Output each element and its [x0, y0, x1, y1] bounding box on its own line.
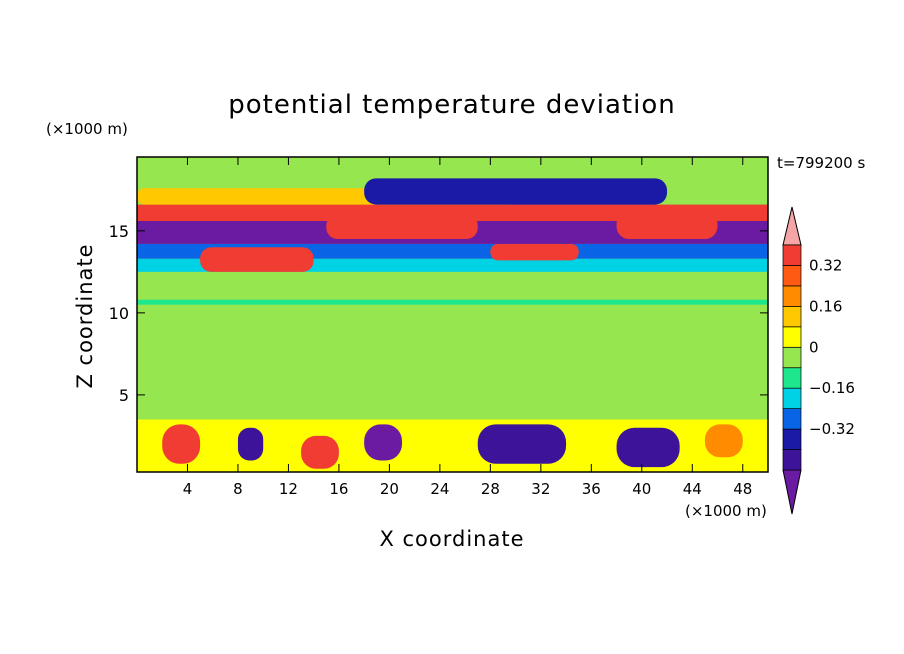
y-tick-label: 15: [109, 222, 129, 241]
x-tick-label: 28: [481, 480, 500, 498]
colorbar-tick-label: 0.16: [809, 297, 842, 315]
y-tick-label: 5: [119, 386, 129, 405]
x-tick-label: 36: [582, 480, 601, 498]
y-axis-label: Z coordinate: [73, 243, 97, 388]
plot-frame: [136, 156, 769, 473]
x-tick-label: 12: [279, 480, 298, 498]
colorbar-segment: [782, 367, 802, 389]
x-tick-label: 32: [531, 480, 550, 498]
x-tick-label: 44: [683, 480, 702, 498]
colorbar-tick-label: −0.16: [809, 379, 855, 397]
x-unit-label: (×1000 m): [685, 502, 767, 520]
colorbar-segment: [782, 428, 802, 450]
x-tick-label: 4: [183, 480, 193, 498]
x-tick-label: 48: [733, 480, 752, 498]
contour-region: [326, 214, 478, 240]
colorbar: 0.32 0.16 0 −0.16 −0.32: [782, 206, 855, 515]
contour-region: [490, 243, 579, 261]
x-tick-label: 20: [380, 480, 399, 498]
colorbar-segment: [782, 306, 802, 328]
contour-region: [477, 424, 567, 464]
x-tick-label: 24: [430, 480, 449, 498]
x-tick-label: 16: [329, 480, 348, 498]
colorbar-segment: [782, 326, 802, 348]
y-unit-label: (×1000 m): [46, 120, 128, 138]
colorbar-segment: [782, 408, 802, 430]
y-tick-label: 10: [109, 304, 129, 323]
time-label: t=799200 s: [777, 154, 865, 172]
colorbar-segment: [782, 387, 802, 409]
colorbar-segment: [782, 285, 802, 307]
contour-region: [616, 427, 680, 468]
contour-region: [364, 424, 403, 461]
contour-region: [162, 424, 201, 464]
plot-area: [136, 156, 769, 473]
chart-title: potential temperature deviation: [228, 90, 675, 120]
contour-region: [364, 178, 668, 205]
x-tick-label: 40: [632, 480, 651, 498]
colorbar-segment: [782, 449, 802, 471]
colorbar-segment: [782, 244, 802, 266]
contour-region: [137, 204, 768, 221]
colorbar-tick-label: −0.32: [809, 420, 855, 438]
colorbar-tick-label: 0: [809, 338, 819, 356]
contour-region: [137, 299, 768, 305]
x-axis-ticks: 4 8 12 16 20 24 28 32 36 40 44 48: [183, 157, 752, 498]
colorbar-max-arrow: [782, 206, 802, 246]
contour-region: [704, 424, 743, 458]
x-tick-label: 8: [233, 480, 243, 498]
contour-region: [237, 427, 264, 461]
x-axis-label: X coordinate: [379, 527, 524, 551]
contour-region: [137, 271, 768, 420]
colorbar-min-arrow: [782, 469, 802, 515]
colorbar-tick-label: 0.32: [809, 256, 842, 274]
contour-region: [301, 435, 339, 469]
contour-region: [616, 211, 718, 240]
colorbar-segment: [782, 265, 802, 287]
y-axis-ticks: 5 10 15: [109, 222, 768, 405]
contour-region: [200, 247, 314, 272]
colorbar-segment: [782, 346, 802, 369]
